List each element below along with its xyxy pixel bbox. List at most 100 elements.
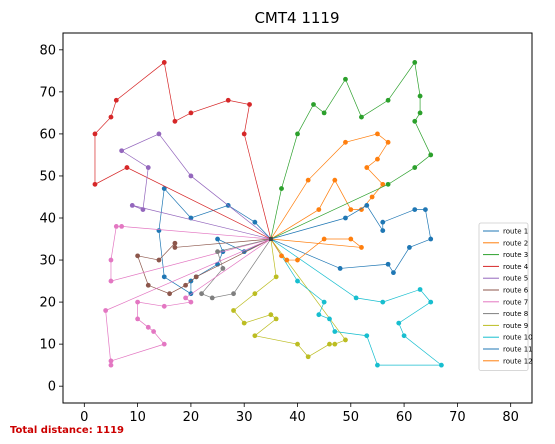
customer-point — [167, 291, 172, 296]
customer-point — [183, 283, 188, 288]
legend-label: route 7 — [503, 298, 528, 306]
customer-point — [103, 308, 108, 313]
customer-point — [119, 148, 124, 153]
customer-point — [439, 363, 444, 368]
customer-point — [247, 102, 252, 107]
customer-point — [332, 178, 337, 183]
customer-point — [135, 253, 140, 258]
customer-point — [295, 132, 300, 137]
customer-point — [162, 304, 167, 309]
customer-point — [370, 195, 375, 200]
customer-point — [332, 342, 337, 347]
customer-point — [274, 274, 279, 279]
customer-point — [231, 308, 236, 313]
customer-point — [226, 98, 231, 103]
customer-point — [386, 140, 391, 145]
customer-point — [375, 132, 380, 137]
customer-point — [322, 237, 327, 242]
customer-point — [348, 207, 353, 212]
customer-point — [173, 241, 178, 246]
customer-point — [157, 228, 162, 233]
customer-point — [412, 207, 417, 212]
legend-label: route 4 — [503, 263, 529, 271]
customer-point — [311, 102, 316, 107]
customer-point — [215, 249, 220, 254]
x-tick-label: 70 — [449, 410, 466, 425]
x-tick-label: 40 — [289, 410, 306, 425]
customer-point — [109, 359, 114, 364]
customer-point — [173, 245, 178, 250]
customer-point — [242, 132, 247, 137]
customer-point — [316, 312, 321, 317]
y-tick-label: 30 — [39, 254, 56, 269]
y-tick-label: 10 — [39, 338, 56, 353]
legend-label: route 3 — [503, 251, 528, 259]
x-tick-label: 50 — [343, 410, 360, 425]
legend-label: route 9 — [503, 322, 528, 330]
customer-point — [109, 115, 114, 120]
customer-point — [252, 333, 257, 338]
customer-point — [402, 333, 407, 338]
x-tick-label: 0 — [80, 410, 88, 425]
customer-point — [332, 329, 337, 334]
customer-point — [109, 279, 114, 284]
customer-point — [418, 287, 423, 292]
customer-point — [428, 237, 433, 242]
customer-point — [423, 207, 428, 212]
customer-point — [274, 317, 279, 322]
customer-point — [380, 300, 385, 305]
y-tick-label: 20 — [39, 296, 56, 311]
customer-point — [157, 258, 162, 263]
x-tick-label: 20 — [183, 410, 200, 425]
customer-point — [215, 237, 220, 242]
customer-point — [109, 258, 114, 263]
y-tick-label: 50 — [39, 169, 56, 184]
customer-point — [151, 329, 156, 334]
customer-point — [114, 224, 119, 229]
customer-point — [135, 300, 140, 305]
legend: route 1route 2route 3route 4route 5route… — [479, 223, 533, 371]
customer-point — [327, 342, 332, 347]
depot-marker — [269, 237, 273, 241]
customer-point — [343, 140, 348, 145]
customer-point — [279, 186, 284, 191]
customer-point — [418, 94, 423, 99]
y-tick-label: 70 — [39, 85, 56, 100]
customer-point — [364, 165, 369, 170]
customer-point — [252, 291, 257, 296]
customer-point — [364, 203, 369, 208]
total-distance-label: Total distance: 1119 — [10, 425, 124, 436]
customer-point — [343, 338, 348, 343]
customer-point — [109, 363, 114, 368]
customer-point — [343, 77, 348, 82]
customer-point — [220, 266, 225, 271]
customer-point — [412, 119, 417, 124]
customer-point — [268, 312, 273, 317]
customer-point — [316, 207, 321, 212]
customer-point — [252, 220, 257, 225]
customer-point — [348, 237, 353, 242]
customer-point — [189, 300, 194, 305]
customer-point — [343, 216, 348, 221]
x-tick-label: 10 — [129, 410, 146, 425]
y-tick-label: 0 — [48, 380, 56, 395]
legend-label: route 6 — [503, 287, 529, 295]
customer-point — [327, 317, 332, 322]
legend-label: route 12 — [503, 357, 533, 365]
customer-point — [380, 228, 385, 233]
customer-point — [322, 110, 327, 115]
customer-point — [306, 354, 311, 359]
customer-point — [130, 203, 135, 208]
customer-point — [359, 245, 364, 250]
customer-point — [295, 342, 300, 347]
customer-point — [135, 317, 140, 322]
customer-point — [322, 300, 327, 305]
customer-point — [386, 262, 391, 267]
customer-point — [279, 253, 284, 258]
customer-point — [146, 165, 151, 170]
x-tick-label: 60 — [396, 410, 413, 425]
customer-point — [407, 245, 412, 250]
customer-point — [306, 178, 311, 183]
customer-point — [418, 110, 423, 115]
